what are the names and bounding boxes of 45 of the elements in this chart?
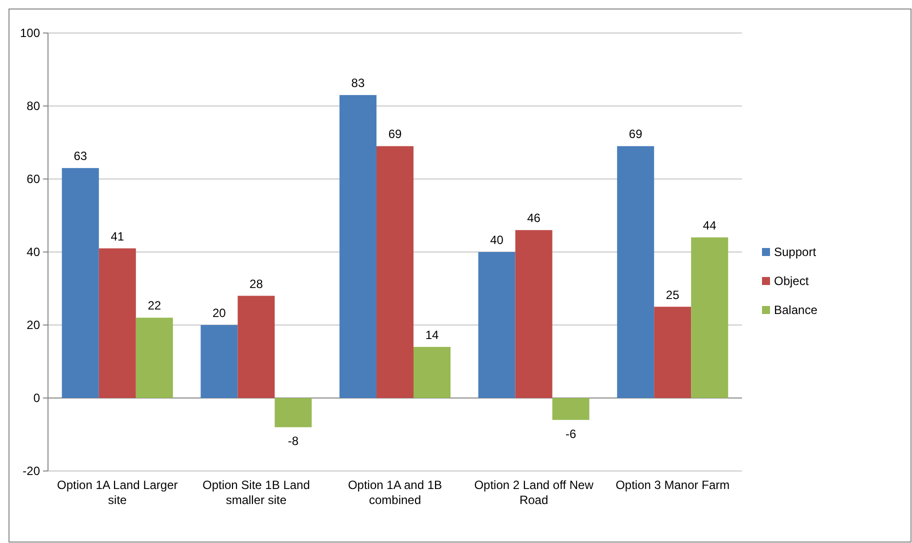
bar	[654, 306, 692, 398]
y-tick-label: 80	[26, 99, 40, 113]
bar	[136, 318, 173, 398]
legend-label: Balance	[774, 303, 818, 317]
data-label: 69	[388, 127, 402, 142]
bar	[274, 398, 312, 428]
y-tick-label: 40	[26, 245, 40, 259]
bar	[200, 325, 238, 398]
x-tick-label: Option 3 Manor Farm	[616, 478, 730, 492]
data-label: 14	[425, 328, 440, 342]
data-label: 41	[110, 229, 124, 244]
bar	[552, 398, 590, 420]
data-label: 28	[250, 276, 264, 291]
bar	[478, 252, 516, 398]
bar	[691, 237, 728, 398]
data-label: -8	[288, 434, 299, 448]
data-label: 40	[490, 233, 504, 247]
x-tick-label: Option 1A and 1B combined	[348, 478, 442, 507]
data-label: -6	[565, 426, 576, 441]
data-label: 22	[148, 298, 162, 313]
bar	[515, 230, 552, 398]
legend-label: Object	[774, 274, 810, 288]
x-tick-label: Option 1A Land Larger site	[57, 478, 178, 507]
data-label: 46	[527, 211, 541, 226]
bar	[98, 248, 136, 398]
data-label: 63	[74, 149, 88, 164]
bar	[238, 296, 275, 398]
data-label: 44	[702, 218, 717, 232]
data-label: 20	[212, 306, 226, 320]
y-tick-label: 100	[20, 26, 40, 40]
y-tick-label: 0	[33, 391, 40, 405]
data-label: 83	[351, 76, 365, 90]
bar	[376, 146, 414, 398]
data-label: 69	[628, 127, 643, 142]
bar	[414, 346, 451, 398]
x-tick-label: Option Site 1B Land smaller site	[202, 478, 310, 507]
bar	[339, 95, 376, 398]
bar	[62, 168, 99, 398]
data-label: 25	[666, 288, 680, 302]
y-tick-label: 20	[26, 318, 40, 332]
x-tick-label: Option 2 Land off New Road	[474, 478, 594, 507]
legend-label: Support	[774, 245, 817, 259]
y-tick-label: -20	[22, 464, 40, 478]
bar	[617, 146, 654, 398]
y-tick-label: 60	[26, 172, 40, 186]
